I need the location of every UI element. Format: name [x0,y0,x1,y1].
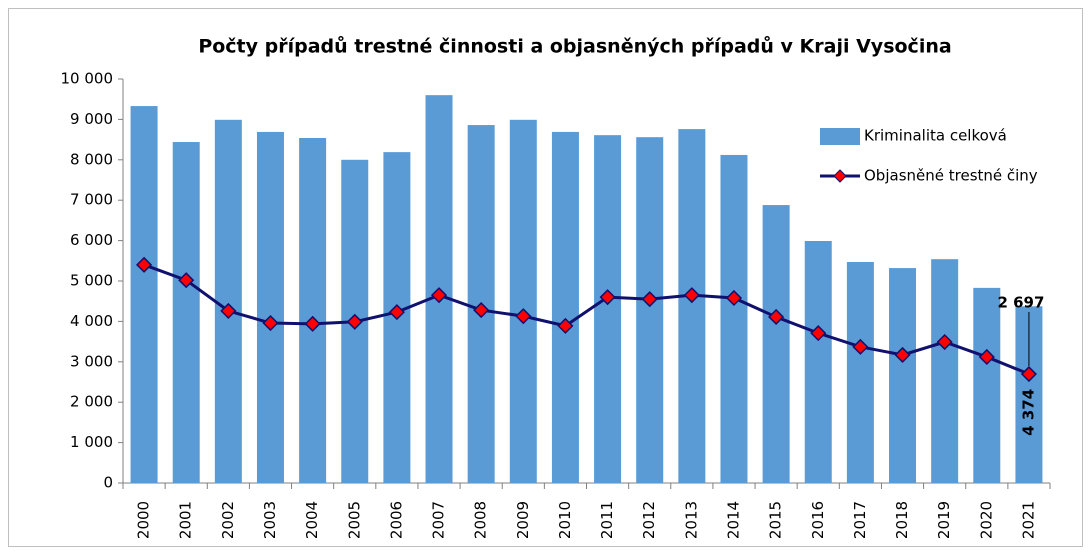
y-tick-label: 4 000 [70,312,113,330]
x-tick-label: 2011 [598,501,616,539]
x-tick-label: 2021 [1019,501,1037,539]
bar [551,131,579,483]
marker [136,256,153,273]
bar [130,106,158,484]
x-tick-label: 2008 [472,501,490,539]
x-tick-label: 2010 [556,501,574,539]
x-tick-label: 2004 [303,501,321,539]
bar [720,154,748,483]
bar [172,142,200,484]
bar [594,135,622,483]
bar [804,241,832,483]
marker [641,291,658,308]
bar [762,205,790,483]
legend-label: Kriminalita celková [864,127,1007,145]
bar [678,129,706,483]
x-tick-label: 2013 [682,501,700,539]
x-tick-label: 2009 [514,501,532,539]
legend-swatch [820,128,860,145]
x-tick-label: 2003 [261,501,279,539]
marker [346,313,363,330]
bar [889,268,917,483]
y-tick-label: 1 000 [70,433,113,451]
marker [473,302,490,319]
x-tick-label: 2019 [935,501,953,539]
line-value-label: 2 697 [997,294,1044,312]
y-tick-label: 8 000 [70,150,113,168]
marker [725,289,743,307]
y-tick-label: 0 [103,474,113,492]
legend-marker [833,169,847,183]
marker [304,315,321,332]
marker [810,325,827,342]
marker [894,346,911,363]
marker [852,338,869,355]
marker [599,289,616,306]
bar [931,259,959,483]
bar [299,137,327,483]
x-tick-label: 2005 [345,501,363,539]
x-tick-label: 2018 [893,501,911,539]
bar-value-label: 4 374 [1019,389,1037,436]
x-tick-label: 2001 [177,501,195,539]
y-tick-label: 10 000 [61,70,114,88]
x-tick-label: 2016 [809,501,827,539]
marker [430,287,448,304]
bar [973,287,1001,483]
x-tick-label: 2020 [977,501,995,539]
bar [509,119,537,483]
marker [388,304,405,321]
marker [936,333,953,351]
marker [683,287,700,304]
y-tick-label: 9 000 [70,110,113,128]
bar [846,262,874,483]
y-tick-label: 3 000 [70,352,113,370]
marker [220,302,237,319]
marker [262,314,279,332]
chart-title: Počty případů trestné činnosti a objasně… [198,35,951,58]
marker [557,317,574,334]
x-tick-label: 2012 [640,501,658,539]
marker [768,308,785,326]
bar [256,131,284,483]
x-tick-label: 2006 [387,501,405,539]
x-tick-label: 2014 [724,501,742,539]
y-tick-label: 6 000 [70,231,113,249]
x-tick-label: 2007 [430,501,448,539]
marker [1020,365,1037,383]
x-tick-label: 2002 [219,501,237,539]
bar [214,119,242,483]
x-tick-label: 2000 [135,501,153,539]
y-tick-label: 7 000 [70,191,113,209]
y-tick-label: 2 000 [70,393,113,411]
marker [178,272,195,289]
legend-label: Objasněné trestné činy [864,167,1038,185]
bar [636,137,664,483]
marker [515,308,532,325]
y-tick-label: 5 000 [70,272,113,290]
marker [978,348,995,366]
x-tick-label: 2017 [851,501,869,539]
chart-border [8,8,1083,547]
x-tick-label: 2015 [767,501,785,539]
line [143,263,1030,376]
